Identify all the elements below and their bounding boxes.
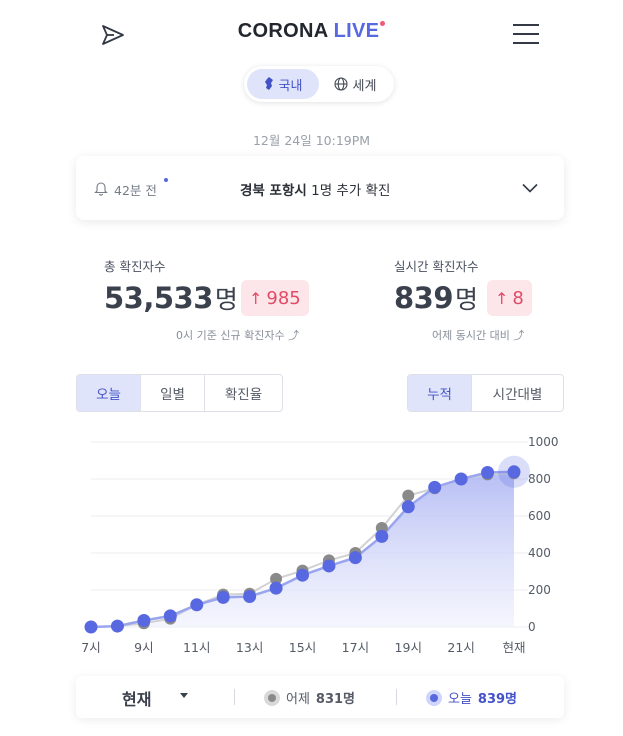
today-point [216,590,230,604]
send-icon[interactable] [100,22,126,48]
bell-icon [94,182,108,196]
legend-divider [234,689,235,705]
legend-today-label: 오늘 [448,692,472,707]
chevron-down-icon[interactable] [522,180,538,196]
legend-today-value: 839명 [477,692,518,707]
mode-tabs: 누적 시간대별 [407,374,564,412]
latest-notice[interactable]: 42분 전 경북 포항시 1명 추가 확진 [76,156,564,220]
today-point [137,614,151,628]
menu-icon[interactable] [513,23,539,45]
realtime-cases-label: 실시간 확진자수 [394,259,479,274]
tab-world[interactable]: 세계 [319,69,391,99]
header: CORONA LIVE [0,0,623,68]
tab-domestic[interactable]: 국내 [247,69,319,99]
legend-yesterday-value: 831명 [315,692,356,707]
today-point [296,568,309,582]
today-point [190,598,204,612]
tab-daily[interactable]: 일별 [141,375,205,411]
legend-bar: 현재 어제 831명 오늘 839명 [76,676,564,718]
x-tick-label: 현재 [502,640,525,655]
legend-today-dot [426,689,442,706]
total-cases-label: 총 확진자수 [104,259,166,274]
today-point [481,466,495,480]
logo-dot [380,21,386,26]
y-tick-label: 800 [528,472,551,486]
y-tick-label: 400 [528,546,551,560]
time-selector[interactable]: 현재 [122,690,152,709]
today-area [91,471,514,627]
realtime-cases-value: 839명 [394,280,478,316]
today-point [401,500,415,514]
realtime-cases-delta-value: 8 [512,287,524,309]
today-point [322,559,336,573]
legend-divider [396,689,397,705]
y-tick-label: 200 [528,583,551,597]
today-point [428,480,442,494]
notice-time-ago: 42분 전 [114,183,157,198]
realtime-cases-unit: 명 [455,285,478,314]
total-cases-value: 53,533명 [104,280,238,316]
today-point [375,529,389,543]
legend-yesterday-dot [264,689,280,706]
tab-cumulative[interactable]: 누적 [408,375,472,411]
realtime-cases-note: 어제 동시간 대비 ⤴ [432,327,524,343]
y-tick-label: 1000 [528,435,559,449]
legend-yesterday: 어제 831명 [264,688,355,707]
logo-text-live: LIVE [333,20,380,42]
x-tick-label: 13시 [236,640,263,655]
globe-icon [333,77,348,91]
x-tick-label: 19시 [395,640,422,655]
total-cases-delta: ↑ 985 [241,280,309,316]
y-tick-label: 600 [528,509,551,523]
korea-map-icon [264,77,273,90]
logo-text-corona: CORONA [237,20,328,42]
caret-down-icon[interactable] [180,693,188,698]
realtime-cases-note-text: 어제 동시간 대비 [432,329,510,342]
total-cases-note-text: 0시 기준 신규 확진자수 [176,329,285,342]
arrow-up-icon: ↑ [249,288,263,308]
total-cases-unit: 명 [214,285,238,314]
tab-hourly[interactable]: 시간대별 [492,387,543,403]
region-toggle: 국내 세계 [244,66,394,102]
period-tabs: 오늘 일별 확진율 [76,374,283,412]
cumulative-cases-chart: 0 200 400 600 800 1000 7시 9시 11시 13시 15시 17시 19시 21시 현… [81,435,559,655]
curved-arrow-icon: ⤴ [513,329,525,342]
tab-domestic-label: 국내 [278,78,303,94]
notice-message: 경북 포항시 1명 추가 확진 [240,179,390,199]
x-tick-label: 17시 [342,640,369,655]
realtime-cases-number: 839 [394,281,454,315]
today-point [243,589,257,603]
today-point [84,620,98,634]
y-tick-label: 0 [528,620,536,634]
today-point [269,581,283,595]
notice-location: 경북 포항시 [240,183,307,199]
total-cases-note: 0시 기준 신규 확진자수 ⤴ [176,327,299,343]
total-cases-number: 53,533 [104,281,213,315]
update-timestamp: 12월 24일 10:19PM [252,133,371,148]
legend-yesterday-label: 어제 [286,692,310,707]
today-point [163,609,177,623]
today-point [507,465,521,479]
yesterday-point [270,572,283,585]
tab-world-label: 세계 [352,78,377,94]
today-point [110,619,124,633]
legend-today: 오늘 839명 [426,688,517,707]
x-tick-label: 21시 [447,640,474,655]
realtime-cases-delta: ↑ 8 [487,280,532,316]
notice-unread-dot [164,178,168,182]
total-cases-delta-value: 985 [266,287,301,309]
x-tick-label: 11시 [183,640,210,655]
logo[interactable]: CORONA LIVE [0,20,623,43]
yesterday-point [402,489,415,502]
notice-detail: 1명 추가 확진 [311,183,391,199]
tab-today[interactable]: 오늘 [77,375,141,411]
x-tick-label: 7시 [81,640,100,655]
arrow-up-icon: ↑ [495,288,509,308]
x-tick-label: 9시 [134,640,153,655]
x-tick-label: 15시 [289,640,316,655]
curved-arrow-icon: ⤴ [288,329,300,342]
today-point [348,551,362,565]
today-point [454,472,468,486]
tab-rate[interactable]: 확진율 [224,387,263,403]
